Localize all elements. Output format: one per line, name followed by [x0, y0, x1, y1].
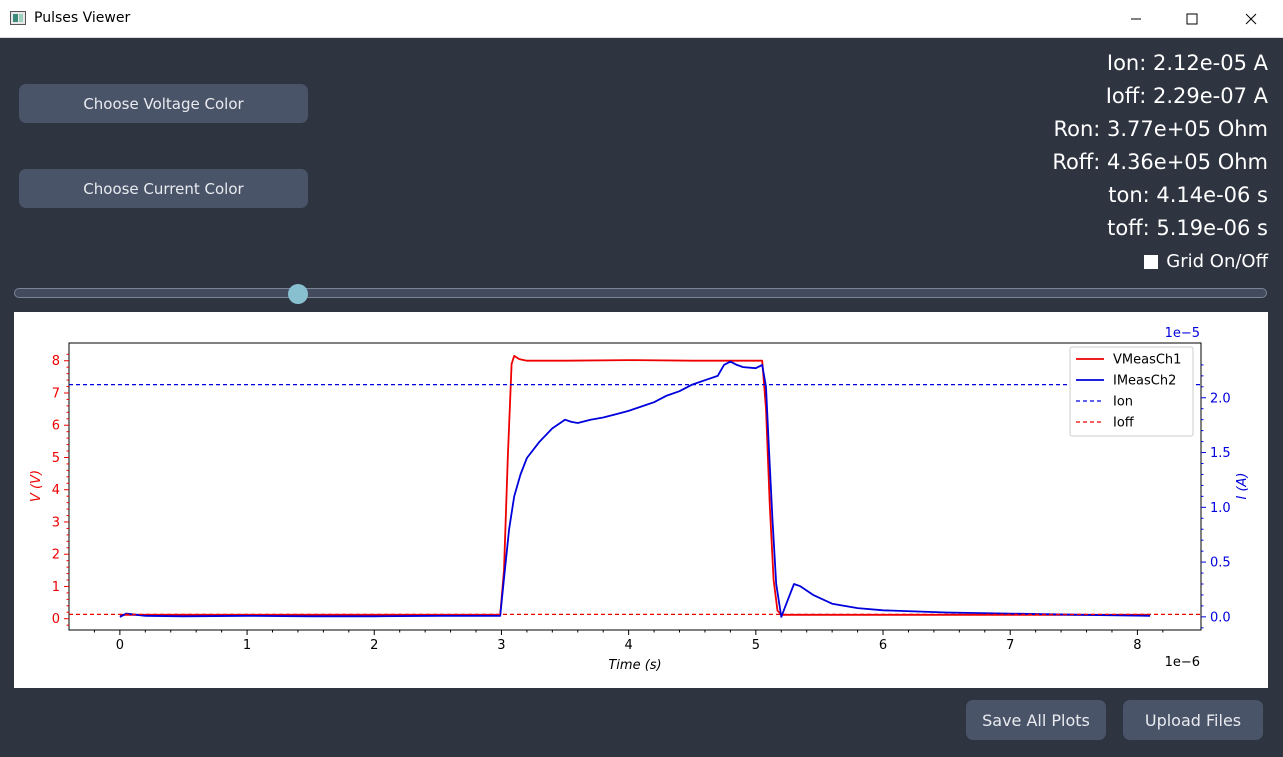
- grid-checkbox[interactable]: [1144, 254, 1159, 269]
- close-button[interactable]: [1222, 0, 1280, 38]
- legend-label-ioff: Ioff: [1113, 416, 1135, 431]
- minimize-button[interactable]: [1107, 0, 1165, 38]
- ron-stat: Ron: 3.77e+05 Ohm: [1053, 117, 1268, 141]
- maximize-button[interactable]: [1163, 0, 1221, 38]
- legend-label-vmeasch1: VMeasCh1: [1113, 353, 1181, 368]
- plot-area: [68, 342, 1202, 631]
- save-all-plots-button[interactable]: Save All Plots: [966, 700, 1106, 740]
- pulse-slider[interactable]: [14, 288, 1267, 298]
- plot-panel: 0 1 2 3 4 5 6 7 8 0 1 2 3 4 5 6 7 8 0.0 0.5 1.0 1.5 2.0 Time (…: [14, 312, 1268, 688]
- toff-stat: toff: 5.19e-06 s: [1107, 216, 1268, 240]
- x-tick-label: 5: [752, 638, 760, 653]
- legend: VMeasCh1 IMeasCh2 Ion Ioff: [1069, 346, 1194, 437]
- legend-label-ion: Ion: [1113, 395, 1133, 410]
- window-title: Pulses Viewer: [34, 10, 131, 26]
- y-right-tick-label: 2.0: [1210, 391, 1231, 406]
- y-left-tick-label: 6: [52, 419, 60, 434]
- x-tick-label: 4: [624, 638, 632, 653]
- y-right-tick-label: 1.0: [1210, 501, 1231, 516]
- imeasch2-series: [119, 360, 1151, 618]
- ion-stat: Ion: 2.12e-05 A: [1106, 51, 1268, 75]
- ton-stat: ton: 4.14e-06 s: [1108, 183, 1268, 207]
- minimize-icon: [1131, 18, 1141, 20]
- maximize-icon: [1186, 13, 1198, 25]
- ioff-stat: Ioff: 2.29e-07 A: [1105, 84, 1268, 108]
- y-left-tick-label: 8: [52, 354, 60, 369]
- grid-toggle[interactable]: Grid On/Off: [1144, 251, 1268, 272]
- x-tick-label: 3: [497, 638, 505, 653]
- x-tick-label: 2: [370, 638, 378, 653]
- x-tick-label: 0: [116, 638, 124, 653]
- choose-current-color-button[interactable]: Choose Current Color: [19, 169, 308, 208]
- x-axis-label: Time (s): [608, 658, 661, 673]
- y-left-tick-label: 7: [52, 386, 60, 401]
- x-tick-label: 1: [243, 638, 251, 653]
- legend-box: [1069, 346, 1194, 437]
- x-tick-label: 6: [879, 638, 887, 653]
- y-left-tick-label: 1: [52, 580, 60, 595]
- y-right-tick-label: 0.5: [1210, 556, 1231, 571]
- upload-files-button[interactable]: Upload Files: [1123, 700, 1263, 740]
- roff-stat: Roff: 4.36e+05 Ohm: [1052, 150, 1268, 174]
- title-bar: Pulses Viewer: [0, 0, 1283, 38]
- y-left-tick-label: 2: [52, 548, 60, 563]
- grid-toggle-label: Grid On/Off: [1166, 251, 1268, 272]
- y-left-axis-label: V (V): [29, 470, 44, 502]
- y-left-tick-label: 3: [52, 515, 60, 530]
- choose-voltage-color-button[interactable]: Choose Voltage Color: [19, 84, 308, 123]
- y-left-tick-label: 0: [52, 612, 60, 627]
- x-tick-label: 8: [1133, 638, 1141, 653]
- slider-handle[interactable]: [288, 284, 309, 304]
- y-left-tick-label: 4: [52, 483, 60, 498]
- close-icon: [1245, 13, 1257, 25]
- y-right-axis-multiplier: 1e−5: [1165, 326, 1200, 341]
- y-right-tick-label: 1.5: [1210, 446, 1231, 461]
- y-left-tick-label: 5: [52, 451, 60, 466]
- x-axis-multiplier: 1e−6: [1165, 655, 1200, 670]
- y-right-axis-label: I (A): [1235, 472, 1250, 499]
- app-icon: [10, 11, 26, 25]
- legend-label-imeasch2: IMeasCh2: [1113, 374, 1176, 389]
- y-right-tick-label: 0.0: [1210, 610, 1231, 625]
- pulse-chart: 0 1 2 3 4 5 6 7 8 0 1 2 3 4 5 6 7 8 0.0 0.5 1.0 1.5 2.0 Time (…: [29, 326, 1250, 673]
- x-tick-label: 7: [1006, 638, 1014, 653]
